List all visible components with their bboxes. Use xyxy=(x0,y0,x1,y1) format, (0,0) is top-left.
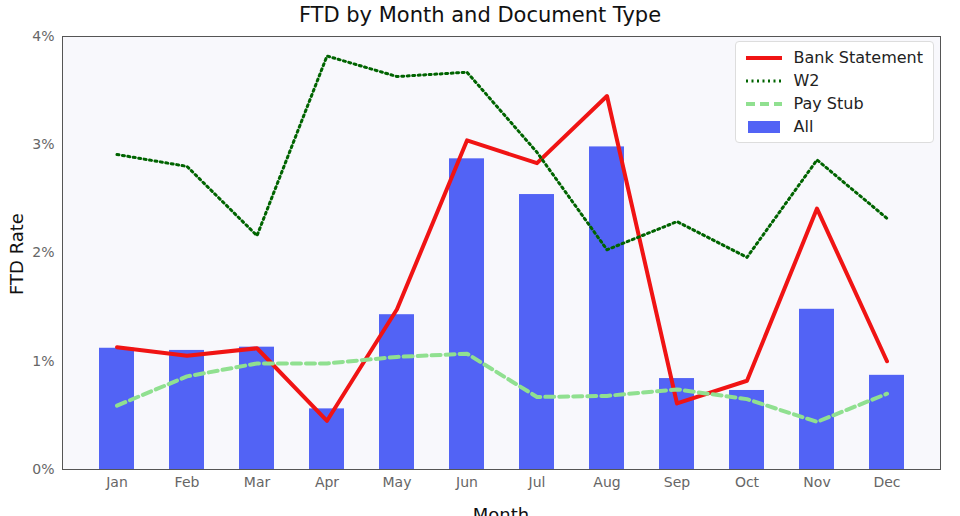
svg-text:Apr: Apr xyxy=(315,474,339,490)
svg-text:Mar: Mar xyxy=(244,474,271,490)
svg-text:Oct: Oct xyxy=(735,474,760,490)
html-text:Pay Stub: Pay Stub xyxy=(793,94,864,113)
html-text:FTD Rate: FTD Rate xyxy=(5,213,27,295)
svg-text:Nov: Nov xyxy=(803,474,830,490)
html-text:Bank Statement: Bank Statement xyxy=(793,48,923,67)
svg-text:May: May xyxy=(383,474,412,490)
svg-text:0%: 0% xyxy=(32,461,54,477)
svg-text:Jan: Jan xyxy=(105,474,128,490)
svg-text:Jul: Jul xyxy=(528,474,546,490)
html-text:All: All xyxy=(793,117,814,136)
svg-text:Jun: Jun xyxy=(455,474,478,490)
svg-text:Feb: Feb xyxy=(175,474,200,490)
svg-text:2%: 2% xyxy=(32,244,54,260)
html-text:W2: W2 xyxy=(793,71,820,90)
svg-text:Sep: Sep xyxy=(664,474,691,490)
svg-text:Aug: Aug xyxy=(593,474,620,490)
svg-text:Dec: Dec xyxy=(873,474,900,490)
svg-text:4%: 4% xyxy=(32,28,54,44)
svg-text:3%: 3% xyxy=(32,136,54,152)
html-text:FTD by Month and Document Type: FTD by Month and Document Type xyxy=(298,3,662,27)
svg-text:1%: 1% xyxy=(32,353,54,369)
